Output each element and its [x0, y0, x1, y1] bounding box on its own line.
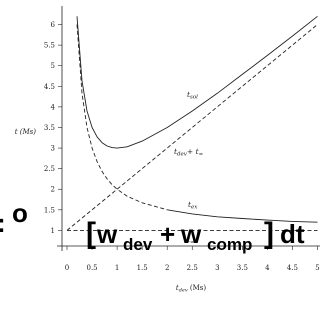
series-t-ex — [76, 24, 168, 211]
formula-dt: dt — [280, 219, 305, 249]
x-tick-label: 0.5 — [86, 264, 97, 272]
y-axis-label: t (Ms) — [15, 128, 37, 136]
formula-sub-comp: comp — [207, 235, 252, 254]
x-tick-label: 0 — [65, 264, 69, 272]
x-tick-label: 4 — [265, 264, 270, 272]
series-t-ex — [167, 209, 318, 223]
x-ticks: 0 0.5 1 1.5 2 2.5 3 3.5 4 4.5 5 — [65, 246, 320, 272]
x-tick-label: 1.5 — [137, 264, 148, 272]
x-tick-label: 2 — [165, 264, 169, 272]
y-tick-label: 3.5 — [44, 124, 55, 132]
x-tick-label: 2.5 — [187, 264, 198, 272]
y-tick-label: 1.5 — [44, 206, 55, 214]
formula-sub-dev: dev — [123, 235, 153, 254]
y-tick-label: 3 — [51, 145, 55, 153]
formula-o: o — [12, 198, 28, 228]
formula-w-dev: w — [96, 219, 118, 249]
formula-colon: : — [0, 208, 6, 238]
series-t-dev-plus-t-inf — [66, 24, 318, 231]
formula-lbracket: [ — [86, 217, 96, 250]
formula-w-comp: w — [180, 219, 202, 249]
overlay-formula: : o [ w dev + w comp ] dt — [0, 198, 305, 254]
label-t-sol: tsol — [187, 90, 198, 101]
y-tick-label: 2.5 — [44, 165, 55, 173]
x-tick-label: 3 — [215, 264, 219, 272]
x-tick-label: 1 — [115, 264, 119, 272]
series-t-sol — [76, 15, 318, 149]
x-tick-label: 3.5 — [237, 264, 248, 272]
formula-plus: + — [160, 219, 175, 249]
label-t-ex: tex — [188, 200, 198, 211]
x-tick-label: 5 — [315, 264, 319, 272]
y-tick-label: 6 — [51, 21, 56, 29]
y-tick-label: 1 — [51, 227, 55, 235]
label-t-dev-plus-t-inf: tdev+ t∞ — [174, 147, 203, 158]
label-t-inf: t∞ — [187, 235, 195, 246]
series-group — [66, 15, 318, 231]
x-tick-label: 4.5 — [287, 264, 298, 272]
y-tick-label: 5.5 — [44, 42, 55, 50]
y-ticks: 1 1.5 2 2.5 3 3.5 4 4.5 5 5.5 6 — [44, 21, 62, 235]
y-tick-label: 2 — [51, 186, 55, 194]
y-tick-label: 4 — [51, 103, 56, 111]
y-tick-label: 5 — [51, 62, 55, 70]
x-axis-label: tdev (Ms) — [176, 284, 207, 294]
formula-rbracket: ] — [264, 217, 274, 250]
y-tick-label: 4.5 — [44, 83, 55, 91]
